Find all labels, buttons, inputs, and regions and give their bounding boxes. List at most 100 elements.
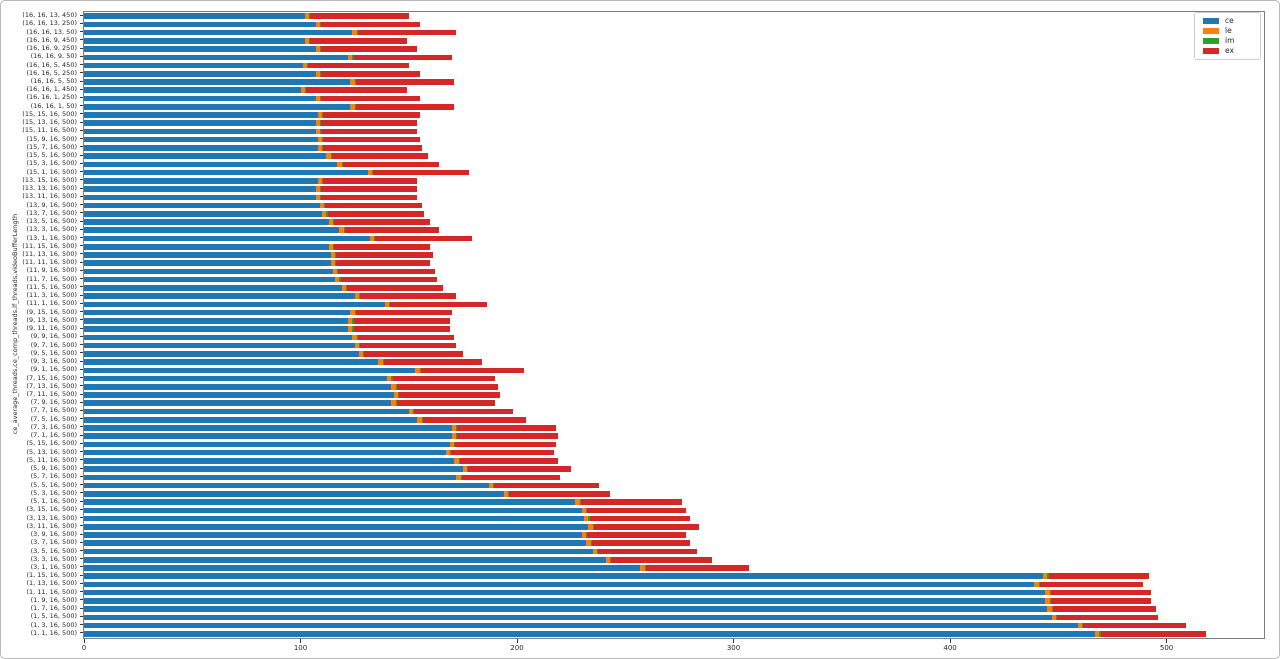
bar-segment-le bbox=[640, 565, 645, 571]
y-tick-label: (9, 7, 16, 500) bbox=[30, 340, 77, 349]
bar-segment-ce bbox=[84, 178, 318, 184]
bar-segment-ex bbox=[321, 70, 420, 77]
bar-row bbox=[84, 243, 1264, 250]
bar-segment-le bbox=[452, 425, 457, 431]
bar-segment-ex bbox=[396, 383, 498, 390]
bar-segment-ce bbox=[84, 301, 385, 308]
y-tick-mark bbox=[79, 484, 83, 486]
y-tick-label: (16, 16, 1, 250) bbox=[26, 93, 77, 102]
bar-segment-im bbox=[1038, 581, 1040, 588]
legend-item-le: le bbox=[1195, 26, 1260, 36]
y-tick-label: (13, 9, 16, 500) bbox=[26, 200, 77, 209]
bar-segment-im bbox=[597, 548, 599, 555]
y-tick-label: (15, 3, 16, 500) bbox=[26, 159, 77, 168]
bar-segment-ce bbox=[84, 622, 1078, 629]
bar-row bbox=[84, 458, 1264, 464]
y-tick-mark bbox=[79, 615, 83, 617]
bar-row bbox=[84, 153, 1264, 159]
bar-row bbox=[84, 13, 1264, 19]
bar-row bbox=[84, 235, 1264, 242]
y-tick-mark bbox=[79, 31, 83, 33]
y-tick-label: (7, 13, 16, 500) bbox=[26, 381, 77, 390]
y-tick-label: (15, 13, 16, 500) bbox=[22, 118, 77, 127]
bar-segment-le bbox=[588, 524, 593, 530]
y-tick-label: (9, 13, 16, 500) bbox=[26, 315, 77, 324]
bar-segment-ce bbox=[84, 631, 1096, 637]
bar-row bbox=[84, 326, 1264, 332]
bar-segment-ex bbox=[355, 103, 455, 110]
y-tick-mark bbox=[79, 434, 83, 436]
y-tick-label: (15, 11, 16, 500) bbox=[22, 126, 77, 135]
bar-segment-im bbox=[389, 301, 391, 308]
bar-segment-ce bbox=[84, 334, 353, 341]
bar-segment-le bbox=[454, 458, 459, 464]
bar-segment-le bbox=[575, 499, 580, 505]
bar-segment-ce bbox=[84, 276, 336, 283]
bar-segment-le bbox=[592, 548, 598, 555]
y-tick-mark bbox=[79, 39, 83, 41]
y-tick-mark bbox=[79, 80, 83, 82]
y-tick-mark bbox=[79, 302, 83, 304]
bar-row bbox=[84, 351, 1264, 357]
bar-row bbox=[84, 136, 1264, 143]
bar-segment-im bbox=[356, 334, 358, 341]
bar-segment-le bbox=[586, 540, 591, 547]
bar-row bbox=[84, 548, 1264, 555]
bar-segment-im bbox=[307, 62, 309, 69]
legend-label-im: im bbox=[1225, 36, 1235, 45]
legend-label-le: le bbox=[1225, 26, 1232, 35]
y-tick-mark bbox=[79, 442, 83, 444]
bar-segment-ce bbox=[84, 70, 316, 77]
bar-segment-im bbox=[343, 227, 345, 234]
bar-segment-le bbox=[354, 293, 359, 299]
bar-segment-ex bbox=[1039, 581, 1143, 588]
legend-item-im: im bbox=[1195, 36, 1260, 46]
bar-row bbox=[84, 416, 1264, 423]
bar-segment-ce bbox=[84, 466, 463, 472]
bar-segment-im bbox=[413, 408, 415, 415]
bar-segment-le bbox=[315, 194, 320, 201]
bar-segment-ce bbox=[84, 342, 355, 349]
bar-row bbox=[84, 524, 1264, 530]
bar-segment-im bbox=[508, 491, 510, 497]
y-tick-label: (13, 15, 16, 500) bbox=[22, 175, 77, 184]
bar-segment-ce bbox=[84, 169, 368, 176]
bar-segment-im bbox=[454, 441, 456, 448]
bar-segment-ce bbox=[84, 268, 333, 275]
bar-segment-ce bbox=[84, 153, 327, 159]
x-tick-mark bbox=[516, 639, 518, 643]
bar-segment-ex bbox=[323, 136, 420, 143]
bar-row bbox=[84, 589, 1264, 596]
y-tick-mark bbox=[79, 632, 83, 634]
bar-segment-ce bbox=[84, 235, 370, 242]
bar-segment-ex bbox=[392, 375, 496, 382]
y-tick-label: (9, 5, 16, 500) bbox=[30, 348, 77, 357]
bar-segment-ex bbox=[340, 276, 437, 283]
y-tick-mark bbox=[79, 344, 83, 346]
y-tick-label: (13, 5, 16, 500) bbox=[26, 217, 77, 226]
y-tick-label: (15, 1, 16, 500) bbox=[26, 167, 77, 176]
bar-segment-le bbox=[1034, 581, 1039, 588]
y-tick-mark bbox=[79, 311, 83, 313]
bar-segment-ex bbox=[611, 556, 712, 563]
bar-segment-ce bbox=[84, 491, 505, 497]
y-tick-label: (11, 15, 16, 500) bbox=[22, 241, 77, 250]
bar-row bbox=[84, 606, 1264, 612]
y-tick-mark bbox=[79, 228, 83, 230]
y-tick-mark bbox=[79, 475, 83, 477]
y-tick-mark bbox=[79, 377, 83, 379]
y-tick-label: (3, 5, 16, 500) bbox=[30, 546, 77, 555]
bar-segment-ex bbox=[591, 540, 691, 547]
bar-segment-le bbox=[332, 268, 338, 275]
y-tick-label: (5, 13, 16, 500) bbox=[26, 447, 77, 456]
bar-segment-im bbox=[456, 433, 458, 439]
x-tick-mark bbox=[733, 639, 735, 643]
bar-row bbox=[84, 70, 1264, 77]
bar-segment-ex bbox=[342, 161, 440, 168]
bar-segment-ce bbox=[84, 375, 388, 382]
bar-segment-ce bbox=[84, 507, 582, 514]
y-tick-label: (16, 16, 13, 450) bbox=[22, 11, 77, 20]
bar-segment-im bbox=[395, 383, 397, 390]
bar-segment-le bbox=[328, 219, 333, 225]
bar-row bbox=[84, 441, 1264, 448]
